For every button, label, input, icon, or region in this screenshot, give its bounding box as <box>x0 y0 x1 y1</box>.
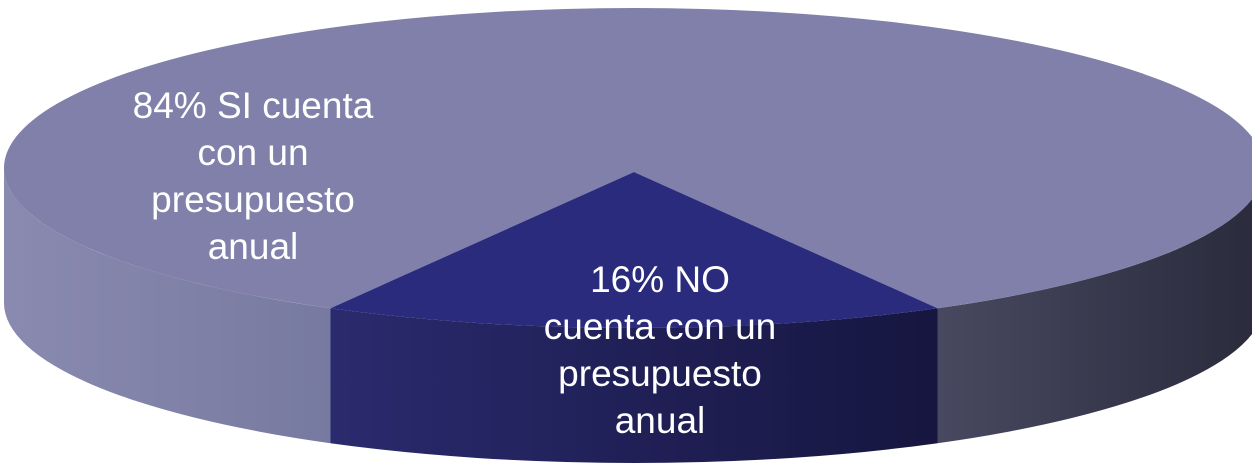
slice-no-label: 16% NO cuenta con un presupuesto anual <box>544 259 776 441</box>
slice-si-label-line: presupuesto <box>151 179 355 220</box>
pie-sides <box>4 168 1252 463</box>
slice-si-label-line: con un <box>197 132 308 173</box>
pie-tops <box>4 8 1252 328</box>
slice-si-side-left <box>4 168 331 444</box>
slice-no-side <box>330 308 938 463</box>
slice-si-label-line: 84% SI cuenta <box>133 85 374 126</box>
slice-no <box>330 172 938 328</box>
slice-no-label-line: 16% NO <box>590 259 730 300</box>
slice-no-label-line: anual <box>615 400 706 441</box>
slice-no-label-line: presupuesto <box>558 353 762 394</box>
slice-si-label-line: anual <box>208 226 299 267</box>
slice-no-label-line: cuenta con un <box>544 306 776 347</box>
slice-si <box>4 8 1252 309</box>
slice-si-side-right <box>937 199 1252 444</box>
slice-si-label: 84% SI cuenta con un presupuesto anual <box>133 85 374 267</box>
